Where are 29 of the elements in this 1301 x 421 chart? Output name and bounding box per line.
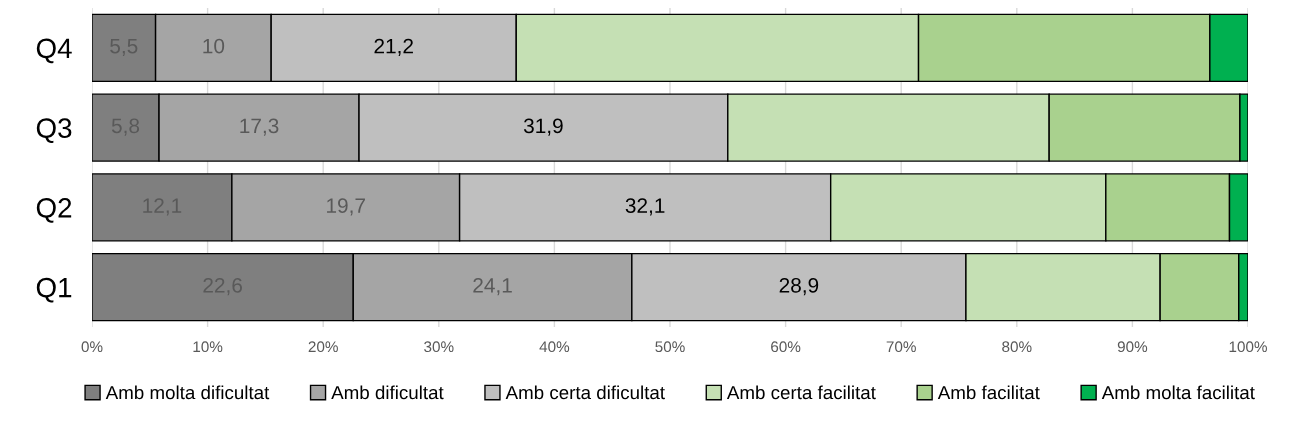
legend-label: Amb molta facilitat [1101, 385, 1255, 400]
legend-label: Amb molta dificultat [105, 385, 270, 400]
data-label: 17,3 [240, 118, 279, 136]
x-tick-label: 40% [539, 341, 570, 353]
data-label: 19,7 [327, 198, 365, 216]
y-tick-label: Q4 [36, 38, 72, 64]
data-label: 28,9 [779, 277, 819, 296]
x-tick-label: 100% [1229, 341, 1267, 353]
y-tick-label: Q2 [36, 198, 72, 223]
legend-label: Amb facilitat [937, 385, 1040, 400]
x-tick-label: 90% [1117, 341, 1148, 353]
data-label: 32,1 [625, 198, 665, 216]
data-label: 21,2 [374, 38, 413, 56]
data-label: 24,1 [473, 277, 512, 296]
x-tick-label: 60% [771, 341, 801, 353]
data-label: 31,9 [523, 118, 563, 136]
legend-label: Amb certa facilitat [726, 385, 876, 400]
legend-label: Amb dificultat [331, 385, 444, 400]
x-tick-label: 50% [655, 341, 685, 353]
x-tick-label: 30% [424, 341, 454, 353]
legend-label: Amb certa dificultat [505, 385, 665, 400]
x-tick-label: 20% [308, 341, 338, 353]
y-tick-label: Q1 [36, 277, 72, 303]
x-tick-label: 80% [1002, 341, 1032, 353]
y-tick-label: Q3 [36, 118, 72, 143]
x-tick-label: 0% [81, 341, 103, 353]
x-tick-label: 10% [193, 341, 223, 353]
x-tick-label: 70% [886, 341, 916, 353]
data-label: 10 [203, 38, 225, 54]
